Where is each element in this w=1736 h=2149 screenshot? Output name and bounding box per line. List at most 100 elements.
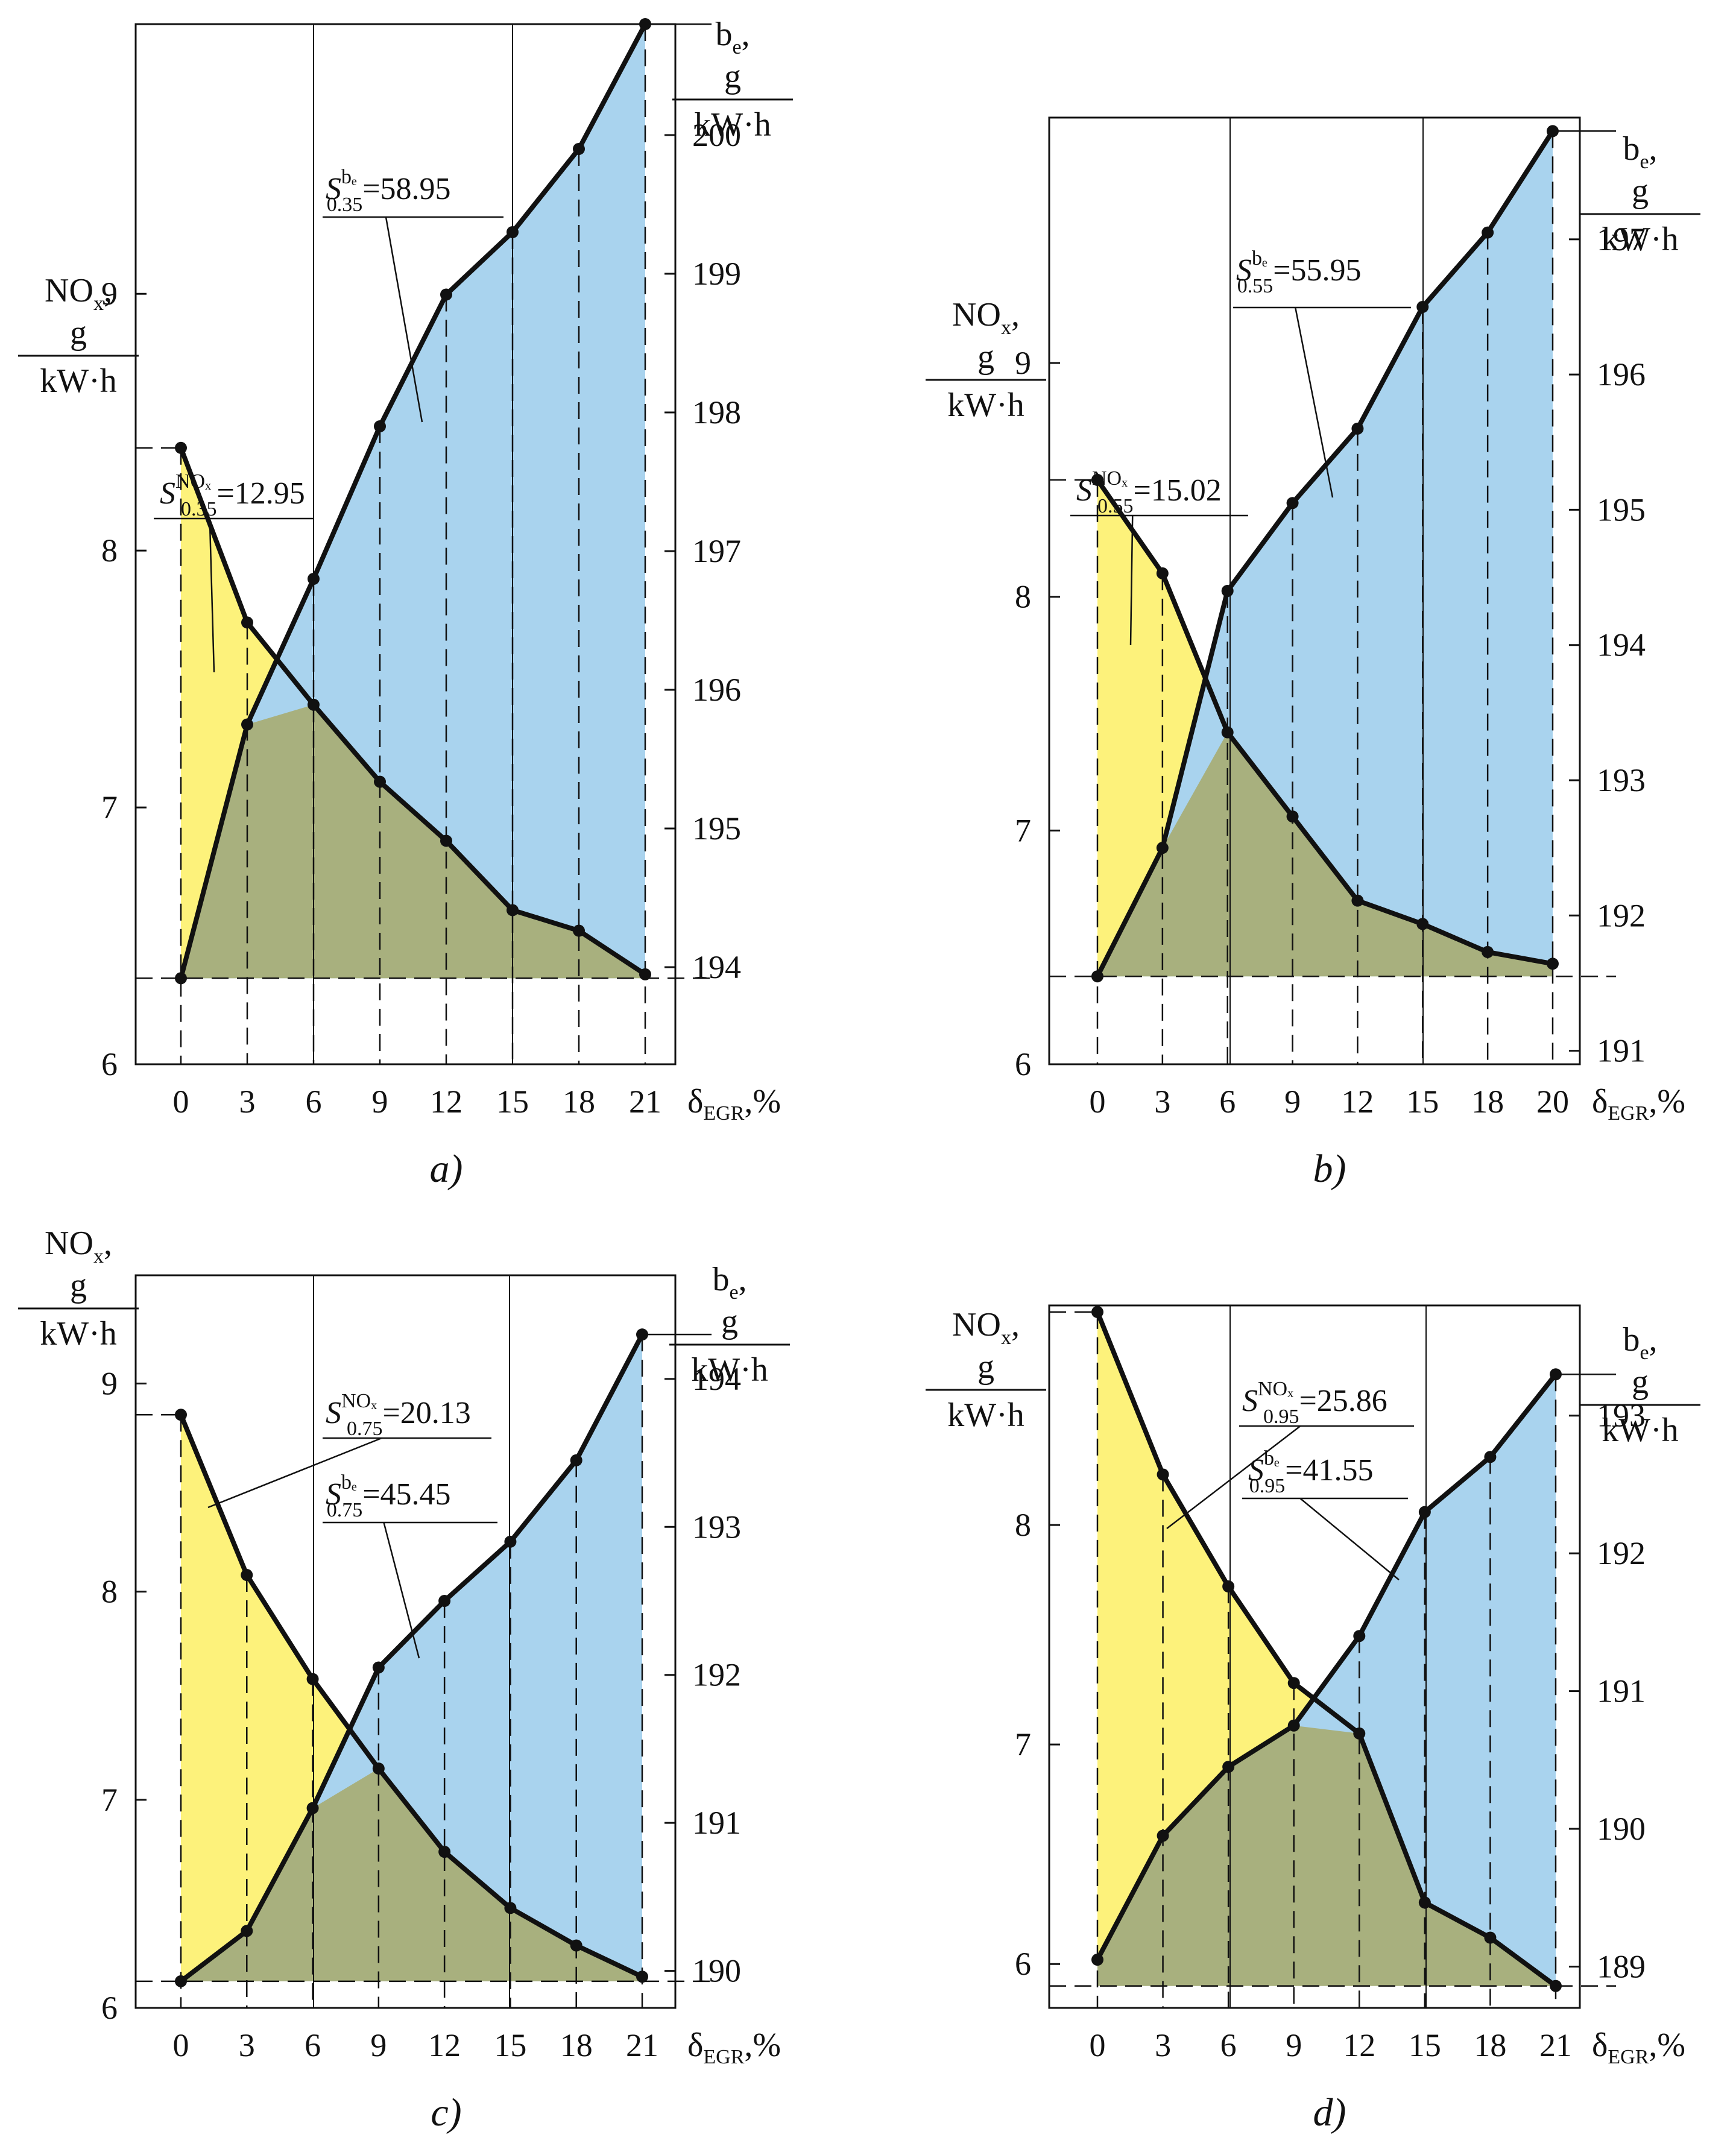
nox-area-annotation-sub: 0.75 bbox=[347, 1418, 383, 1440]
right-tick-label: 195 bbox=[1597, 491, 1646, 528]
nox-point bbox=[308, 698, 320, 711]
be-area-annotation: Sbₑ 0.75=45.45 bbox=[326, 1471, 451, 1521]
be-point bbox=[1550, 1368, 1562, 1381]
be-point bbox=[1416, 301, 1429, 313]
be-point bbox=[1353, 1630, 1366, 1643]
nox-point bbox=[639, 968, 651, 980]
nox-point bbox=[175, 441, 187, 454]
be-area-annotation-sup: bₑ bbox=[1252, 247, 1267, 270]
nox-point bbox=[1156, 567, 1169, 579]
be-axis-label-den: kW·h bbox=[694, 106, 771, 144]
x-axis-label-tail: ,% bbox=[744, 2027, 781, 2064]
left-tick-label: 8 bbox=[101, 1574, 118, 1610]
nox-area-annotation-symbol: S bbox=[1076, 473, 1092, 508]
nox-point bbox=[1287, 1677, 1300, 1690]
x-tick-label: 20 bbox=[1536, 1084, 1569, 1120]
x-tick-label: 9 bbox=[372, 1084, 388, 1120]
nox-axis-label-main: NO bbox=[45, 272, 93, 309]
x-axis-label-delta: δ bbox=[1592, 2027, 1608, 2064]
x-tick-label: 12 bbox=[1343, 2027, 1375, 2063]
be-area-annotation-sup: bₑ bbox=[341, 1471, 357, 1494]
nox-point bbox=[570, 1939, 582, 1952]
right-tick-label: 194 bbox=[692, 1361, 741, 1397]
right-tick-label: 199 bbox=[692, 256, 741, 292]
x-axis-label: δEGR,% bbox=[687, 2027, 781, 2068]
nox-area-annotation-value: =12.95 bbox=[216, 476, 305, 511]
x-tick-label: 12 bbox=[1341, 1084, 1374, 1120]
nox-point bbox=[1547, 958, 1559, 970]
x-tick-label: 9 bbox=[1286, 2027, 1302, 2063]
be-area-annotation-value: =41.55 bbox=[1285, 1453, 1373, 1488]
nox-point bbox=[1221, 726, 1234, 739]
x-axis-label-sub: EGR bbox=[703, 2046, 744, 2068]
nox-axis-label-den: kW·h bbox=[40, 362, 117, 400]
be-area-annotation: Sbₑ 0.55=55.95 bbox=[1236, 247, 1362, 297]
be-axis-label-tail: , bbox=[739, 1261, 747, 1298]
right-tick-label: 198 bbox=[692, 394, 741, 431]
panel-label: b) bbox=[1313, 1147, 1346, 1191]
be-area-annotation-sub: 0.75 bbox=[327, 1499, 363, 1521]
overlap-area-fill bbox=[1097, 1725, 1556, 1986]
be-axis-label-num: g bbox=[724, 58, 741, 95]
left-tick-label: 6 bbox=[1015, 1046, 1031, 1082]
be-axis-label-tail: , bbox=[1649, 1321, 1658, 1359]
x-axis-label: δEGR,% bbox=[1592, 2027, 1685, 2068]
be-point bbox=[570, 1454, 582, 1466]
be-axis-label-title: be, bbox=[715, 16, 750, 58]
nox-axis-label-title: NOx, bbox=[45, 1225, 112, 1267]
be-point bbox=[308, 573, 320, 585]
be-point bbox=[1482, 226, 1494, 239]
nox-axis-label-main: NO bbox=[952, 296, 1001, 333]
x-axis-label-sub: EGR bbox=[703, 1102, 744, 1125]
x-axis-label-delta: δ bbox=[687, 1083, 703, 1120]
nox-point bbox=[374, 775, 386, 788]
x-axis-label-sub: EGR bbox=[1608, 1102, 1649, 1125]
nox-area-annotation-value: =20.13 bbox=[382, 1396, 470, 1430]
overlap-area-fill bbox=[181, 1769, 642, 1981]
right-tick-label: 200 bbox=[692, 117, 741, 153]
right-tick-label: 191 bbox=[692, 1805, 741, 1841]
be-point bbox=[175, 972, 187, 985]
x-axis-label-delta: δ bbox=[1592, 1083, 1608, 1120]
nox-area-annotation-sup: NOₓ bbox=[175, 470, 211, 493]
be-point bbox=[374, 420, 386, 432]
nox-axis-label-title: NOx, bbox=[952, 1306, 1020, 1349]
nox-point bbox=[1222, 1580, 1235, 1592]
be-area-annotation-leader bbox=[385, 216, 423, 423]
nox-area-annotation-sup: NOₓ bbox=[341, 1390, 377, 1412]
nox-point bbox=[1484, 1931, 1497, 1944]
left-tick-label: 9 bbox=[101, 276, 118, 312]
x-tick-label: 3 bbox=[1154, 1084, 1170, 1120]
x-tick-label: 0 bbox=[173, 2027, 189, 2063]
left-tick-label: 7 bbox=[1015, 1726, 1031, 1762]
nox-area-annotation-leader bbox=[1129, 515, 1134, 646]
left-tick-label: 6 bbox=[1015, 1946, 1031, 1982]
be-point bbox=[438, 1595, 451, 1607]
x-axis-label: δEGR,% bbox=[687, 1083, 781, 1125]
x-axis-label-tail: ,% bbox=[744, 1083, 781, 1120]
x-tick-label: 15 bbox=[1406, 1084, 1439, 1120]
left-tick-label: 8 bbox=[101, 532, 118, 569]
nox-axis-label-den: kW·h bbox=[40, 1315, 117, 1352]
be-axis-label-main: b bbox=[715, 16, 732, 53]
nox-point bbox=[573, 924, 585, 937]
be-area-annotation-leader bbox=[1295, 307, 1334, 498]
nox-point bbox=[504, 1902, 517, 1914]
nox-axis-label-den: kW·h bbox=[947, 1396, 1024, 1434]
be-area-annotation-sub: 0.55 bbox=[1237, 275, 1274, 297]
right-tick-label: 197 bbox=[1597, 221, 1646, 257]
be-axis-label-title: be, bbox=[1623, 1321, 1657, 1364]
be-area-annotation-sub: 0.35 bbox=[327, 194, 363, 216]
nox-point bbox=[1286, 810, 1299, 823]
plot-frame bbox=[1048, 1304, 1581, 2009]
left-tick-label: 6 bbox=[101, 1990, 118, 2026]
plot-frame bbox=[134, 1274, 677, 2009]
right-tick-label: 195 bbox=[692, 810, 741, 847]
be-area-annotation-value: =55.95 bbox=[1273, 253, 1361, 288]
be-axis-label-main: b bbox=[1623, 1321, 1640, 1359]
right-tick-label: 194 bbox=[1597, 627, 1646, 663]
right-tick-label: 190 bbox=[692, 1953, 741, 1989]
nox-area-annotation-sub: 0.95 bbox=[1263, 1406, 1299, 1428]
left-tick-label: 6 bbox=[101, 1046, 118, 1082]
